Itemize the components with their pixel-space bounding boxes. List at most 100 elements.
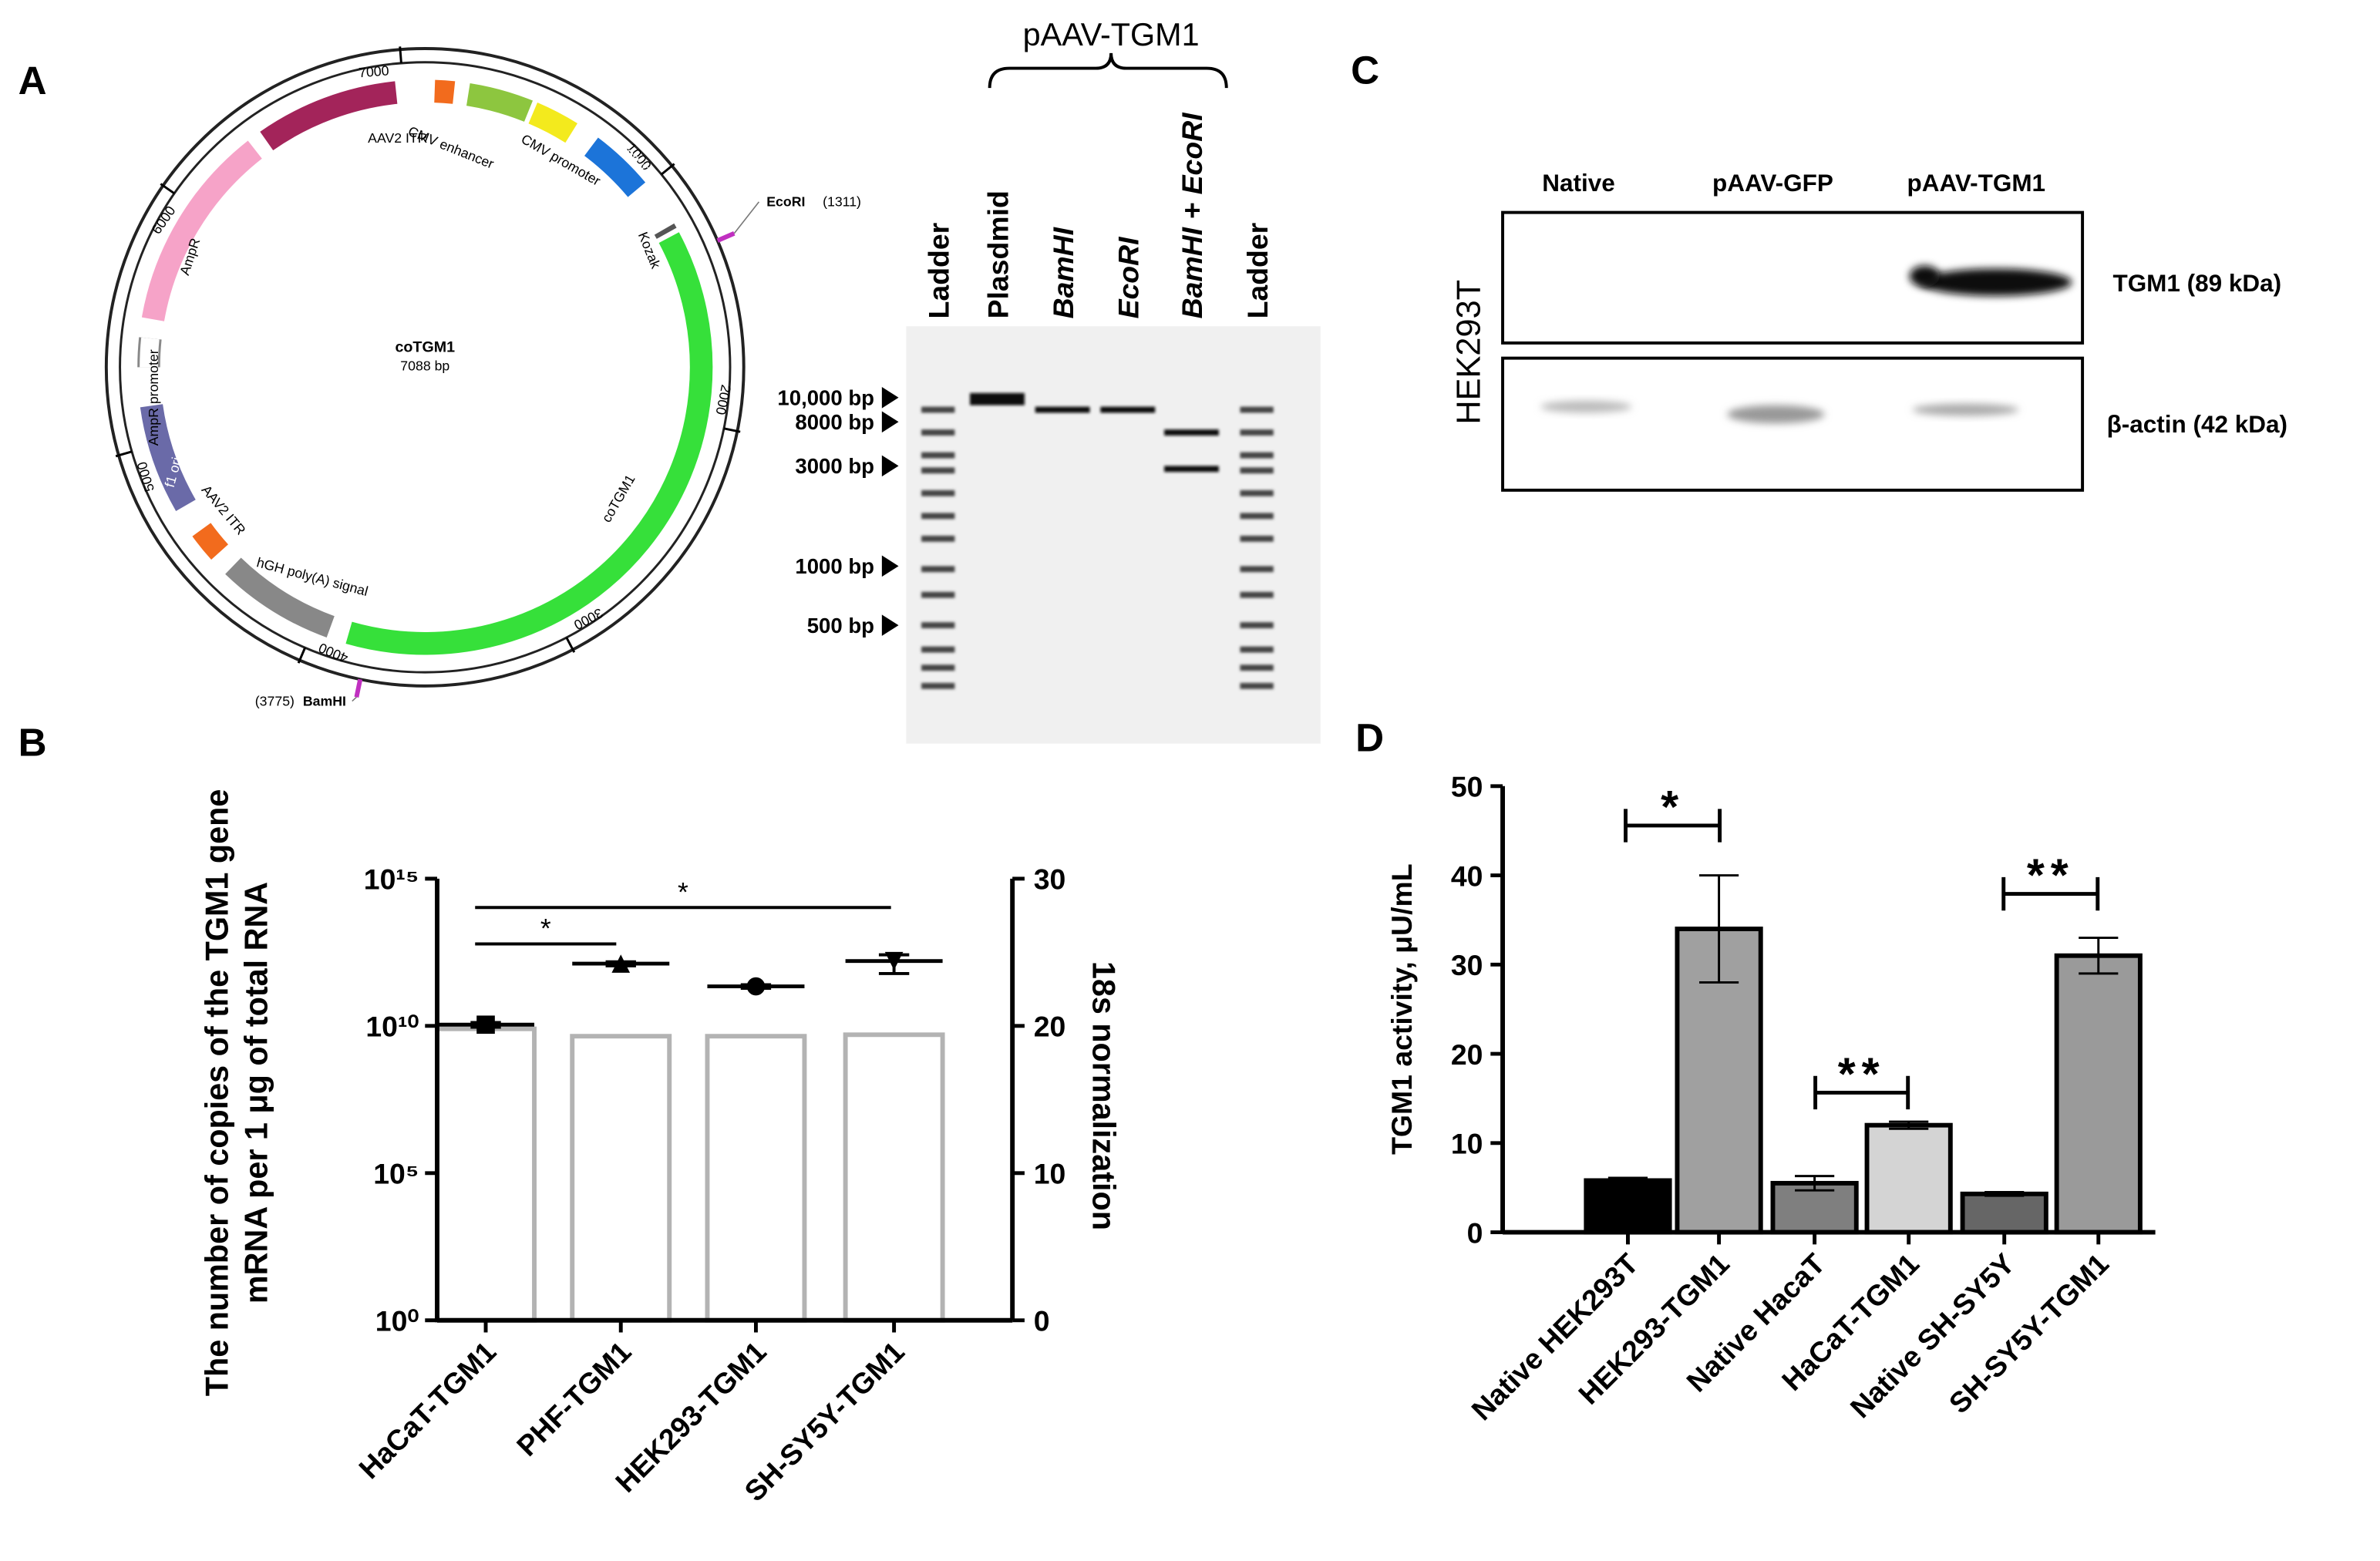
y-tick-label: 50 [1451, 771, 1483, 803]
site-marker [716, 231, 736, 243]
y-tick-label: 30 [1451, 949, 1483, 981]
feature-label: CMV enhancer [406, 123, 497, 172]
marker-label: 10,000 bp [777, 386, 874, 410]
panel-label: B [19, 720, 47, 764]
band [1912, 403, 2019, 416]
lane-label: BamHI [1047, 226, 1079, 318]
gel-band [921, 591, 955, 598]
marker-arrow [881, 614, 899, 636]
y2-axis-label: 18s normalization [1086, 961, 1122, 1230]
plasmid-tick [565, 637, 576, 653]
y2-tick-label: 0 [1034, 1305, 1050, 1337]
data-point [476, 1015, 495, 1034]
lane-label: Ladder [1241, 223, 1274, 319]
marker-label: 1000 bp [795, 554, 874, 578]
significance-label: ** [2027, 850, 2075, 901]
feature-arc [192, 523, 229, 560]
plasmid-tick-label: 2000 [712, 383, 734, 416]
gel-band [921, 406, 955, 413]
y-tick-label: 40 [1451, 860, 1483, 892]
site-position: (3775) [255, 693, 295, 708]
data-point [884, 951, 904, 971]
lane-label: Ladder [922, 223, 954, 319]
feature-arc [260, 81, 398, 151]
marker-label: 3000 bp [795, 454, 874, 478]
band-label: TGM1 (89 kDa) [2112, 269, 2281, 297]
marker-arrow [881, 411, 899, 433]
y-tick-label: 10¹⁰ [365, 1011, 419, 1043]
gel-band [921, 682, 955, 689]
plasmid-tick-label: 5000 [134, 460, 157, 494]
band [1920, 268, 2072, 296]
gel-band [1240, 566, 1274, 573]
bar [1960, 1191, 2048, 1235]
gel-band [1240, 622, 1274, 629]
lane-label: EcoRI [1113, 236, 1145, 319]
y-axis-label: TGM1 activity, μU/mL [1385, 863, 1418, 1154]
gel-band [921, 489, 955, 496]
gel-band [1240, 682, 1274, 689]
significance-label: * [678, 876, 688, 907]
y2-tick-label: 30 [1034, 863, 1066, 896]
construct-label: pAAV-TGM1 [1023, 17, 1200, 52]
lane-label: pAAV-GFP [1712, 169, 1833, 197]
feature-arc [434, 79, 456, 104]
bar [843, 1032, 945, 1323]
data-point [611, 954, 631, 973]
band-label: β-actin (42 kDa) [2107, 410, 2287, 438]
gel-band [1240, 489, 1274, 496]
feature-arc [345, 232, 713, 655]
bar [1584, 1178, 1672, 1235]
plasmid-name: coTGM1 [395, 339, 455, 356]
lane-label: BamHI + EcoRI [1176, 112, 1208, 319]
marker-arrow [881, 455, 899, 477]
y-tick-label: 0 [1467, 1216, 1483, 1249]
plasmid-outer [104, 47, 746, 688]
lane-label: Native [1542, 169, 1614, 197]
significance-label: ** [1838, 1049, 1886, 1100]
plasmid-inner [119, 61, 732, 674]
y-tick-label: 10⁰ [375, 1305, 419, 1337]
gel-band [1164, 429, 1219, 436]
feature-arc [140, 404, 196, 511]
gel-band [921, 646, 955, 653]
bar [705, 1034, 807, 1323]
x-tick-label: PHF-TGM1 [510, 1335, 638, 1462]
band [1909, 265, 1941, 288]
plasmid-tick-label: 7000 [358, 62, 389, 80]
gel-band [1240, 429, 1274, 436]
gel-band [1240, 591, 1274, 598]
band [1540, 400, 1632, 413]
panel-label: A [19, 59, 47, 103]
plasmid-tick [723, 427, 741, 433]
gel-band [921, 467, 955, 474]
x-tick-label: SH-SY5Y-TGM1 [1943, 1247, 2116, 1420]
panel-label: D [1355, 716, 1384, 760]
bar [1864, 1122, 1953, 1235]
y-axis-label: mRNA per 1 μg of total RNA [239, 882, 274, 1304]
gel-band [1240, 664, 1274, 671]
marker-arrow [881, 555, 899, 577]
significance-label: * [540, 913, 551, 944]
lane-label: pAAV-TGM1 [1907, 169, 2045, 197]
gel-band [921, 513, 955, 520]
lane-label: Plasdmid [981, 190, 1014, 318]
panel-label: C [1351, 48, 1379, 92]
gel-band [1240, 513, 1274, 520]
significance-bracket [1624, 809, 1722, 843]
gel-band [1240, 535, 1274, 542]
plasmid-tick [297, 647, 307, 664]
gel-band [1240, 452, 1274, 459]
gel-band [1240, 467, 1274, 474]
significance-bracket [1813, 1075, 1910, 1110]
site-marker [354, 678, 363, 698]
significance-label: * [1661, 782, 1685, 833]
gel-band [921, 535, 955, 542]
y2-tick-label: 20 [1034, 1011, 1066, 1043]
site-name: BamHI [303, 693, 346, 708]
gel-band [921, 622, 955, 629]
feature-arc [466, 82, 534, 122]
feature-label: AAV2 ITR [368, 130, 427, 146]
